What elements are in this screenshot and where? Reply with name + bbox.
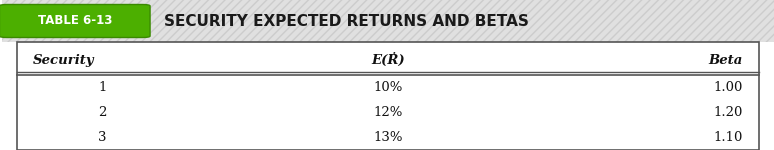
FancyBboxPatch shape xyxy=(17,42,759,150)
Text: Beta: Beta xyxy=(709,54,743,67)
Text: 3: 3 xyxy=(98,131,107,144)
Text: 1.20: 1.20 xyxy=(714,106,743,119)
Text: SECURITY EXPECTED RETURNS AND BETAS: SECURITY EXPECTED RETURNS AND BETAS xyxy=(164,14,529,28)
Text: 1.00: 1.00 xyxy=(714,81,743,94)
FancyBboxPatch shape xyxy=(2,0,774,42)
Text: 10%: 10% xyxy=(373,81,402,94)
Text: Security: Security xyxy=(33,54,94,67)
FancyBboxPatch shape xyxy=(0,4,150,38)
Text: 1.10: 1.10 xyxy=(714,131,743,144)
Text: 2: 2 xyxy=(98,106,106,119)
Text: E(Ṙ): E(Ṙ) xyxy=(371,53,405,67)
Text: 13%: 13% xyxy=(373,131,402,144)
Text: 12%: 12% xyxy=(373,106,402,119)
Text: TABLE 6-13: TABLE 6-13 xyxy=(38,15,112,27)
Text: 1: 1 xyxy=(98,81,106,94)
